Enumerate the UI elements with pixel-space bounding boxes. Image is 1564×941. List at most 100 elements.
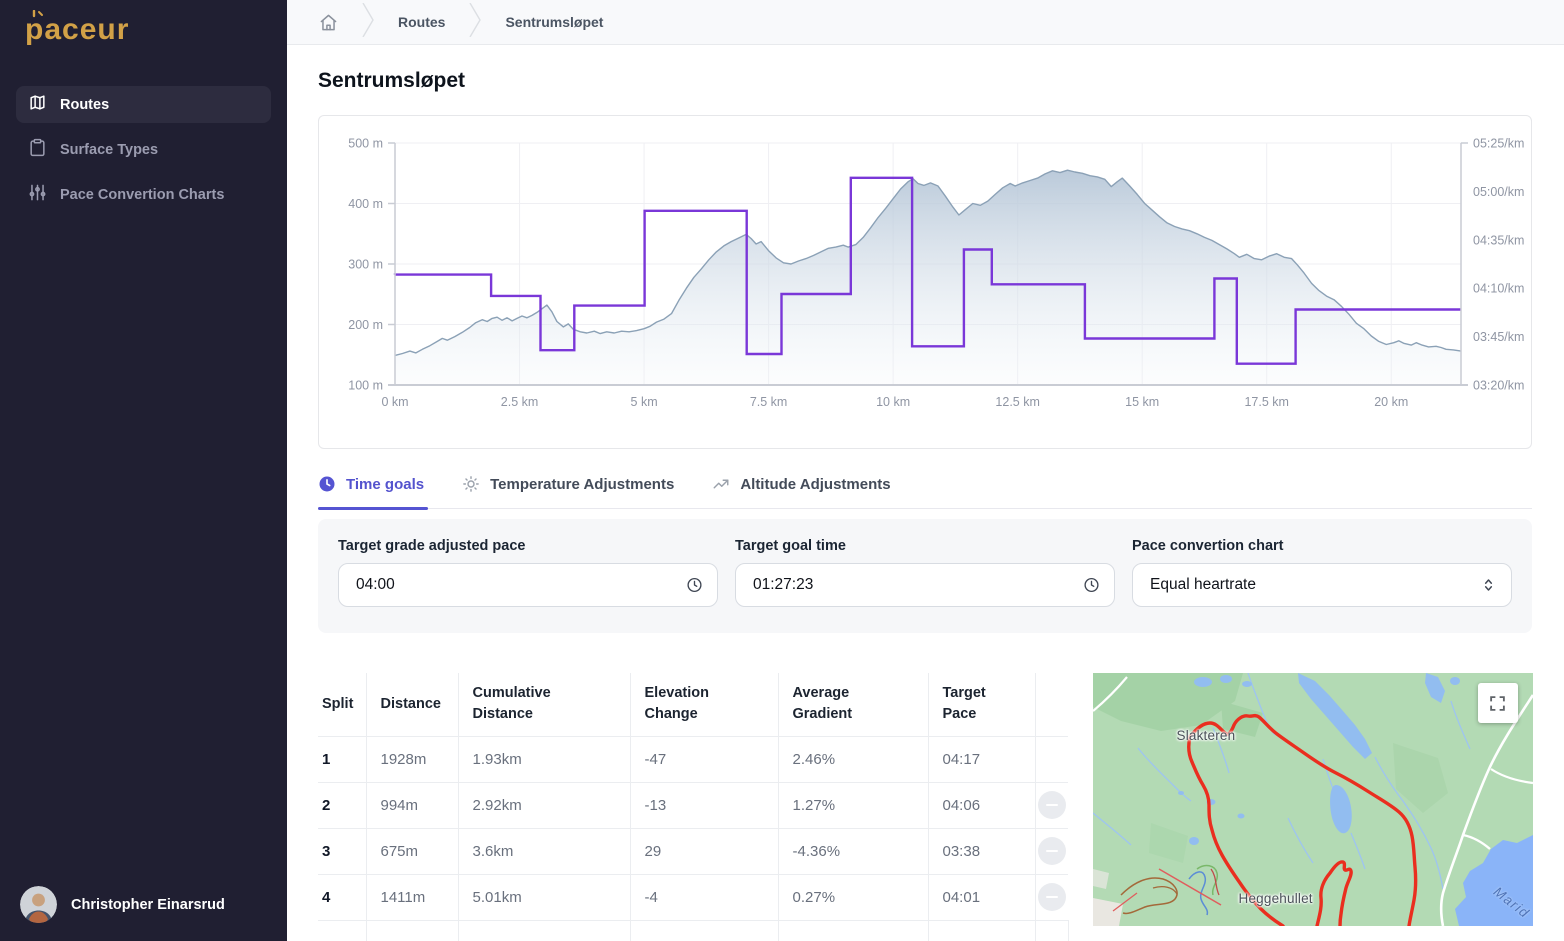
route-map[interactable]: SlakterenHeggehulletMarid: [1093, 673, 1533, 926]
field-target-goal-time: Target goal time: [735, 538, 1115, 614]
map-place-label: Heggehullet: [1239, 891, 1313, 906]
cell-actions: [1035, 920, 1068, 941]
column-header-target-pace: TargetPace: [928, 673, 1035, 736]
svg-text:04:35/km: 04:35/km: [1473, 233, 1524, 247]
breadcrumb-separator-icon: [362, 3, 374, 42]
svg-text:500 m: 500 m: [348, 137, 383, 151]
table-row: 41411m5.01km-40.27%04:01: [318, 874, 1068, 920]
breadcrumb-separator-icon: [469, 3, 481, 42]
column-header-cumulative-distance: CumulativeDistance: [458, 673, 630, 736]
svg-text:100 m: 100 m: [348, 379, 383, 393]
cell-gradient: 0.27%: [778, 874, 928, 920]
cell-gradient: 2.46%: [778, 736, 928, 782]
main-area: Routes Sentrumsløpet Sentrumsløpet 100 m 2…: [287, 0, 1564, 941]
minus-icon: [1046, 804, 1058, 807]
cell-split: 1: [318, 736, 366, 782]
tab-label: Temperature Adjustments: [490, 476, 674, 493]
cell-elevation: -4: [630, 874, 778, 920]
home-icon[interactable]: [319, 13, 338, 32]
svg-text:15 km: 15 km: [1125, 395, 1159, 409]
cell-elevation: -13: [630, 782, 778, 828]
sidebar-item-surface-types[interactable]: Surface Types: [16, 131, 271, 168]
cell-cumulative: 1.93km: [458, 736, 630, 782]
bottom-section: SplitDistanceCumulativeDistanceElevation…: [318, 673, 1532, 941]
time-input[interactable]: [338, 563, 718, 607]
cell-gradient: -4.36%: [778, 828, 928, 874]
app-logo[interactable]: paceur: [0, 0, 287, 62]
tab-altitude-adjustments[interactable]: Altitude Adjustments: [712, 475, 894, 508]
table-header-row: SplitDistanceCumulativeDistanceElevation…: [318, 673, 1068, 736]
svg-text:04:10/km: 04:10/km: [1473, 282, 1524, 296]
table-row: 3675m3.6km29-4.36%03:38: [318, 828, 1068, 874]
map-fullscreen-button[interactable]: [1478, 683, 1518, 723]
cell-split: 2: [318, 782, 366, 828]
tab-label: Altitude Adjustments: [740, 476, 890, 493]
cell-distance: 675m: [366, 828, 458, 874]
cell-cumulative: 3.6km: [458, 828, 630, 874]
svg-text:200 m: 200 m: [348, 318, 383, 332]
svg-text:5 km: 5 km: [631, 395, 658, 409]
updown-chevrons-icon[interactable]: [1480, 577, 1497, 594]
map-place-label: Slakteren: [1177, 728, 1236, 743]
pace-chart-select[interactable]: [1132, 563, 1512, 607]
cell-split: 3: [318, 828, 366, 874]
cell-elevation: [630, 920, 778, 941]
cell-actions: [1035, 782, 1068, 828]
remove-split-button[interactable]: [1038, 883, 1066, 911]
sliders-icon: [28, 183, 47, 206]
svg-text:0 km: 0 km: [381, 395, 408, 409]
column-header-actions: [1035, 673, 1068, 736]
breadcrumb-item[interactable]: Routes: [398, 14, 445, 30]
svg-text:10 km: 10 km: [876, 395, 910, 409]
cell-pace: 04:01: [928, 874, 1035, 920]
tab-time-goals[interactable]: Time goals: [318, 475, 428, 508]
clock-icon: [318, 475, 336, 493]
cell-pace: [928, 920, 1035, 941]
stopwatch-crown-icon: [30, 10, 44, 18]
cell-pace: 03:38: [928, 828, 1035, 874]
svg-text:03:45/km: 03:45/km: [1473, 330, 1524, 344]
user-name: Christopher Einarsrud: [71, 897, 225, 913]
svg-text:400 m: 400 m: [348, 197, 383, 211]
sidebar-nav: Routes Surface Types Pace Convertion Chart…: [0, 86, 287, 213]
user-menu[interactable]: Christopher Einarsrud: [0, 872, 287, 941]
breadcrumb: Routes Sentrumsløpet: [287, 0, 1564, 45]
tab-temperature-adjustments[interactable]: Temperature Adjustments: [462, 475, 678, 508]
field-label: Pace convertion chart: [1132, 538, 1512, 554]
table-row: 11928m1.93km-472.46%04:17: [318, 736, 1068, 782]
sidebar-item-label: Routes: [60, 97, 109, 113]
cell-distance: 1928m: [366, 736, 458, 782]
svg-text:05:00/km: 05:00/km: [1473, 185, 1524, 199]
content: Sentrumsløpet 100 m200 m300 m400 m500 m0…: [287, 45, 1564, 941]
time-input[interactable]: [735, 563, 1115, 607]
remove-split-button[interactable]: [1038, 791, 1066, 819]
breadcrumb-item[interactable]: Sentrumsløpet: [505, 14, 603, 30]
page-title: Sentrumsløpet: [318, 69, 1532, 93]
tab-label: Time goals: [346, 476, 424, 493]
cell-pace: 04:17: [928, 736, 1035, 782]
elevation-pace-chart[interactable]: 100 m200 m300 m400 m500 m03:20/km03:45/k…: [318, 115, 1532, 449]
field-pace-convertion-chart: Pace convertion chart: [1132, 538, 1512, 614]
svg-text:05:25/km: 05:25/km: [1473, 137, 1524, 151]
cell-actions: [1035, 828, 1068, 874]
time-goals-panel: Target grade adjusted pace Target goal ti…: [318, 519, 1532, 633]
map-icon: [28, 93, 47, 116]
field-label: Target goal time: [735, 538, 1115, 554]
field-label: Target grade adjusted pace: [338, 538, 718, 554]
clock-icon[interactable]: [686, 577, 703, 594]
clock-icon[interactable]: [1083, 577, 1100, 594]
remove-split-button[interactable]: [1038, 837, 1066, 865]
cell-gradient: 1.27%: [778, 782, 928, 828]
cell-distance: 994m: [366, 782, 458, 828]
sidebar-item-pace-convertion-charts[interactable]: Pace Convertion Charts: [16, 176, 271, 213]
cell-gradient: [778, 920, 928, 941]
table-row: [318, 920, 1068, 941]
cell-actions: [1035, 736, 1068, 782]
sidebar-item-routes[interactable]: Routes: [16, 86, 271, 123]
column-header-split: Split: [318, 673, 366, 736]
cell-cumulative: [458, 920, 630, 941]
cell-cumulative: 2.92km: [458, 782, 630, 828]
cell-distance: 1411m: [366, 874, 458, 920]
sun-icon: [462, 475, 480, 493]
svg-text:12.5 km: 12.5 km: [995, 395, 1039, 409]
